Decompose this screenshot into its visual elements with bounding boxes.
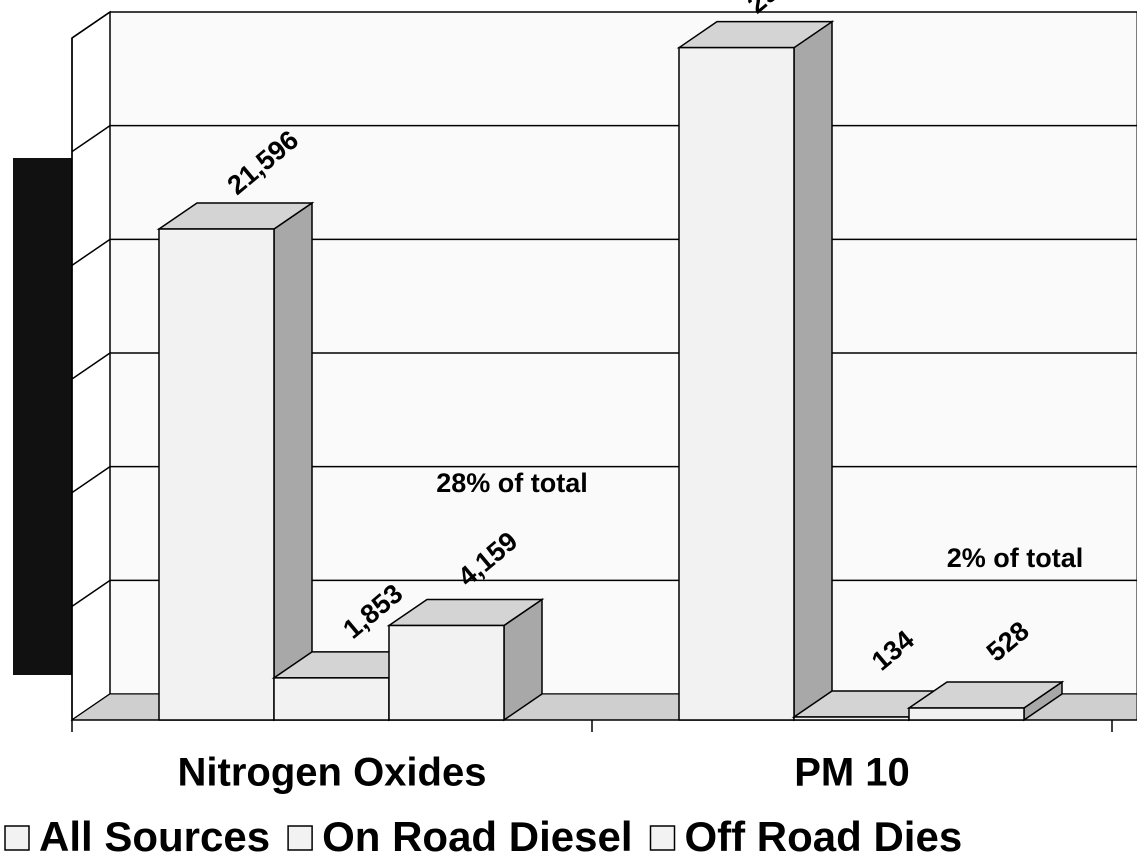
- bar-side: [273, 201, 313, 722]
- side-grid-line: [71, 466, 111, 494]
- side-grid-line: [71, 11, 111, 39]
- legend-label: All Sources: [39, 813, 270, 860]
- annotation: 2% of total: [947, 543, 1084, 573]
- bar: [906, 680, 1065, 722]
- legend-label: On Road Diesel: [322, 813, 632, 860]
- bar: [386, 598, 545, 722]
- bar-front: [793, 716, 910, 721]
- legend-swatch: [649, 825, 676, 851]
- bar-front: [273, 677, 390, 721]
- x-tick-label: Nitrogen Oxides: [178, 751, 487, 795]
- side-grid-line: [71, 238, 111, 266]
- side-grid-line: [71, 579, 111, 607]
- bar-front: [908, 707, 1025, 721]
- side-grid-line: [71, 125, 111, 153]
- annotation: 28% of total: [436, 468, 588, 498]
- x-tick-label: PM 10: [794, 751, 910, 795]
- bar: [156, 201, 315, 722]
- legend-label: Off Road Dies: [685, 813, 963, 860]
- bar: [676, 20, 835, 722]
- bar-front: [678, 46, 795, 721]
- side-grid-line: [71, 352, 111, 380]
- bar-side: [793, 20, 833, 722]
- bar-front: [158, 228, 275, 721]
- legend-swatch: [4, 825, 30, 851]
- legend-swatch: [287, 825, 313, 851]
- bar-front: [388, 624, 505, 721]
